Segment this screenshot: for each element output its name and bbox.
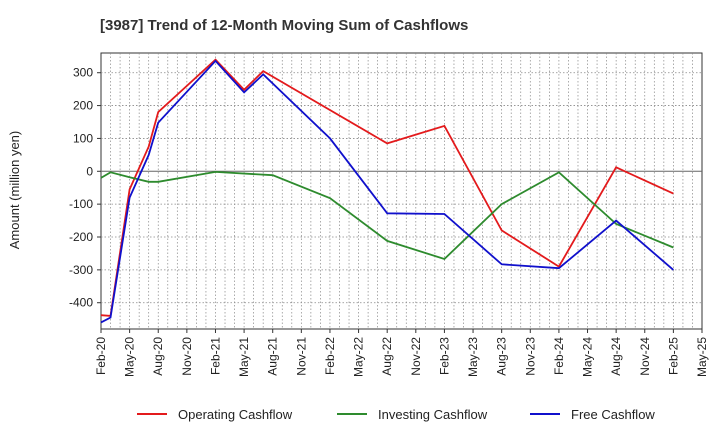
series-line-operating-cashflow [100,58,674,317]
legend-label: Free Cashflow [571,407,655,422]
x-tick-label: Aug-23 [495,337,509,376]
x-tick-label: May-22 [352,337,366,377]
grid-layer [101,53,702,329]
x-tick-label: Nov-22 [409,337,423,376]
x-tick-label: May-24 [581,337,595,377]
legend: Operating Cashflow Investing Cashflow Free… [137,407,655,422]
x-tick-label: Nov-21 [294,337,308,376]
y-tick-label: 0 [86,164,93,178]
x-tick-layer: Feb-20 May-20 Aug-20 Nov-20 Feb-21 May-21 Aug-… [94,329,709,377]
x-tick-label: Feb-25 [666,337,680,375]
x-tick-label: May-21 [237,337,251,377]
legend-item-free-cashflow: Free Cashflow [530,407,655,422]
x-tick-label: Aug-22 [380,337,394,376]
series-line-free-cashflow [100,59,674,324]
x-tick-label: Aug-20 [151,337,165,376]
y-tick-label: -300 [69,263,93,277]
y-tick-label: 100 [73,131,93,145]
y-axis-label: Amount (million yen) [7,131,22,250]
legend-item-operating-cashflow: Operating Cashflow [137,407,293,422]
x-tick-label: Aug-21 [266,337,280,376]
plot-frame [100,52,703,330]
y-tick-layer: 300 200 100 0 -100 -200 -300 -400 [69,66,101,310]
legend-item-investing-cashflow: Investing Cashflow [337,407,488,422]
x-tick-label: May-25 [695,337,709,377]
x-tick-label: Feb-22 [323,337,337,375]
x-tick-label: May-20 [123,337,137,377]
y-tick-label: -200 [69,230,93,244]
y-tick-label: 200 [73,99,93,113]
y-tick-label: -100 [69,197,93,211]
x-tick-label: May-23 [466,337,480,377]
series-layer [100,58,674,324]
y-tick-label: 300 [73,66,93,80]
legend-label: Operating Cashflow [178,407,293,422]
chart-title: [3987] Trend of 12-Month Moving Sum of C… [100,17,468,34]
series-line-investing-cashflow [100,170,674,261]
x-tick-label: Feb-24 [552,337,566,375]
x-tick-label: Aug-24 [609,337,623,376]
x-tick-label: Nov-20 [180,337,194,376]
x-tick-label: Feb-21 [208,337,222,375]
x-tick-label: Nov-23 [523,337,537,376]
x-tick-label: Nov-24 [638,337,652,376]
x-tick-label: Feb-23 [437,337,451,375]
x-tick-label: Feb-20 [94,337,108,375]
legend-label: Investing Cashflow [378,407,488,422]
y-tick-label: -400 [69,296,93,310]
